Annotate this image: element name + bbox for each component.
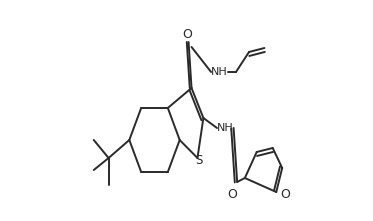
Text: NH: NH	[217, 123, 233, 133]
Text: NH: NH	[211, 67, 228, 77]
Text: O: O	[280, 187, 290, 200]
Text: O: O	[182, 27, 192, 40]
Text: O: O	[228, 187, 237, 200]
Text: S: S	[195, 154, 202, 166]
